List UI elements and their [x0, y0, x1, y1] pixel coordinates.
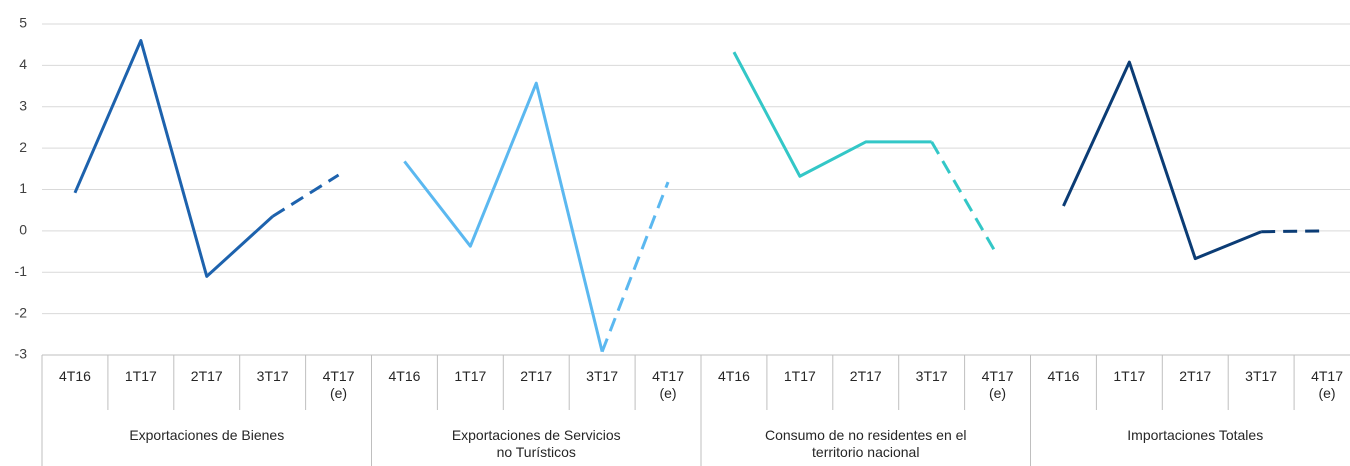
y-tick-label: -3	[15, 346, 28, 362]
x-tick-label: 4T17 (e)	[322, 368, 355, 401]
series-line-estimate	[600, 181, 670, 353]
x-tick-label: 4T16	[1047, 368, 1080, 384]
x-tick-label: 4T16	[717, 368, 750, 384]
x-tick-label: 3T17	[586, 368, 619, 384]
series-line-estimate	[271, 173, 340, 218]
series-line	[403, 81, 604, 353]
y-tick-label: 3	[19, 97, 27, 113]
group-label: Exportaciones de Bienes	[129, 427, 285, 443]
x-tick-label: 4T16	[58, 368, 91, 384]
group-label: Importaciones Totales	[1127, 427, 1264, 443]
x-tick-label: 4T16	[388, 368, 421, 384]
y-tick-label: 4	[19, 56, 27, 72]
y-tick-label: 0	[19, 222, 27, 238]
x-tick-label: 3T17	[256, 368, 289, 384]
x-tick-label: 2T17	[1179, 368, 1212, 384]
x-tick-label: 2T17	[849, 368, 882, 384]
y-tick-label: 1	[19, 180, 27, 196]
y-tick-label: -1	[15, 263, 28, 279]
x-tick-label: 1T17	[783, 368, 816, 384]
series-line-estimate	[1261, 229, 1328, 234]
x-tick-label: 4T17 (e)	[1311, 368, 1343, 401]
x-tick-label: 2T17	[520, 368, 553, 384]
series-line	[1062, 60, 1262, 261]
x-tick-label: 3T17	[915, 368, 948, 384]
x-tick-label: 1T17	[124, 368, 157, 384]
y-tick-label: 2	[19, 139, 27, 155]
series-line	[73, 39, 274, 278]
series-line	[732, 51, 932, 178]
group-label: Consumo de no residentes en el territori…	[764, 427, 967, 460]
x-tick-label: 1T17	[454, 368, 487, 384]
group-label: Exportaciones de Servicios no Turísticos	[451, 427, 621, 460]
x-tick-label: 1T17	[1113, 368, 1146, 384]
y-tick-label: -2	[15, 304, 28, 320]
y-tick-label: 5	[19, 15, 27, 31]
x-tick-label: 4T17 (e)	[981, 368, 1014, 401]
x-tick-label: 3T17	[1245, 368, 1278, 384]
x-tick-label: 4T17 (e)	[652, 368, 684, 401]
series-line-estimate	[930, 141, 999, 257]
x-tick-label: 2T17	[190, 368, 223, 384]
